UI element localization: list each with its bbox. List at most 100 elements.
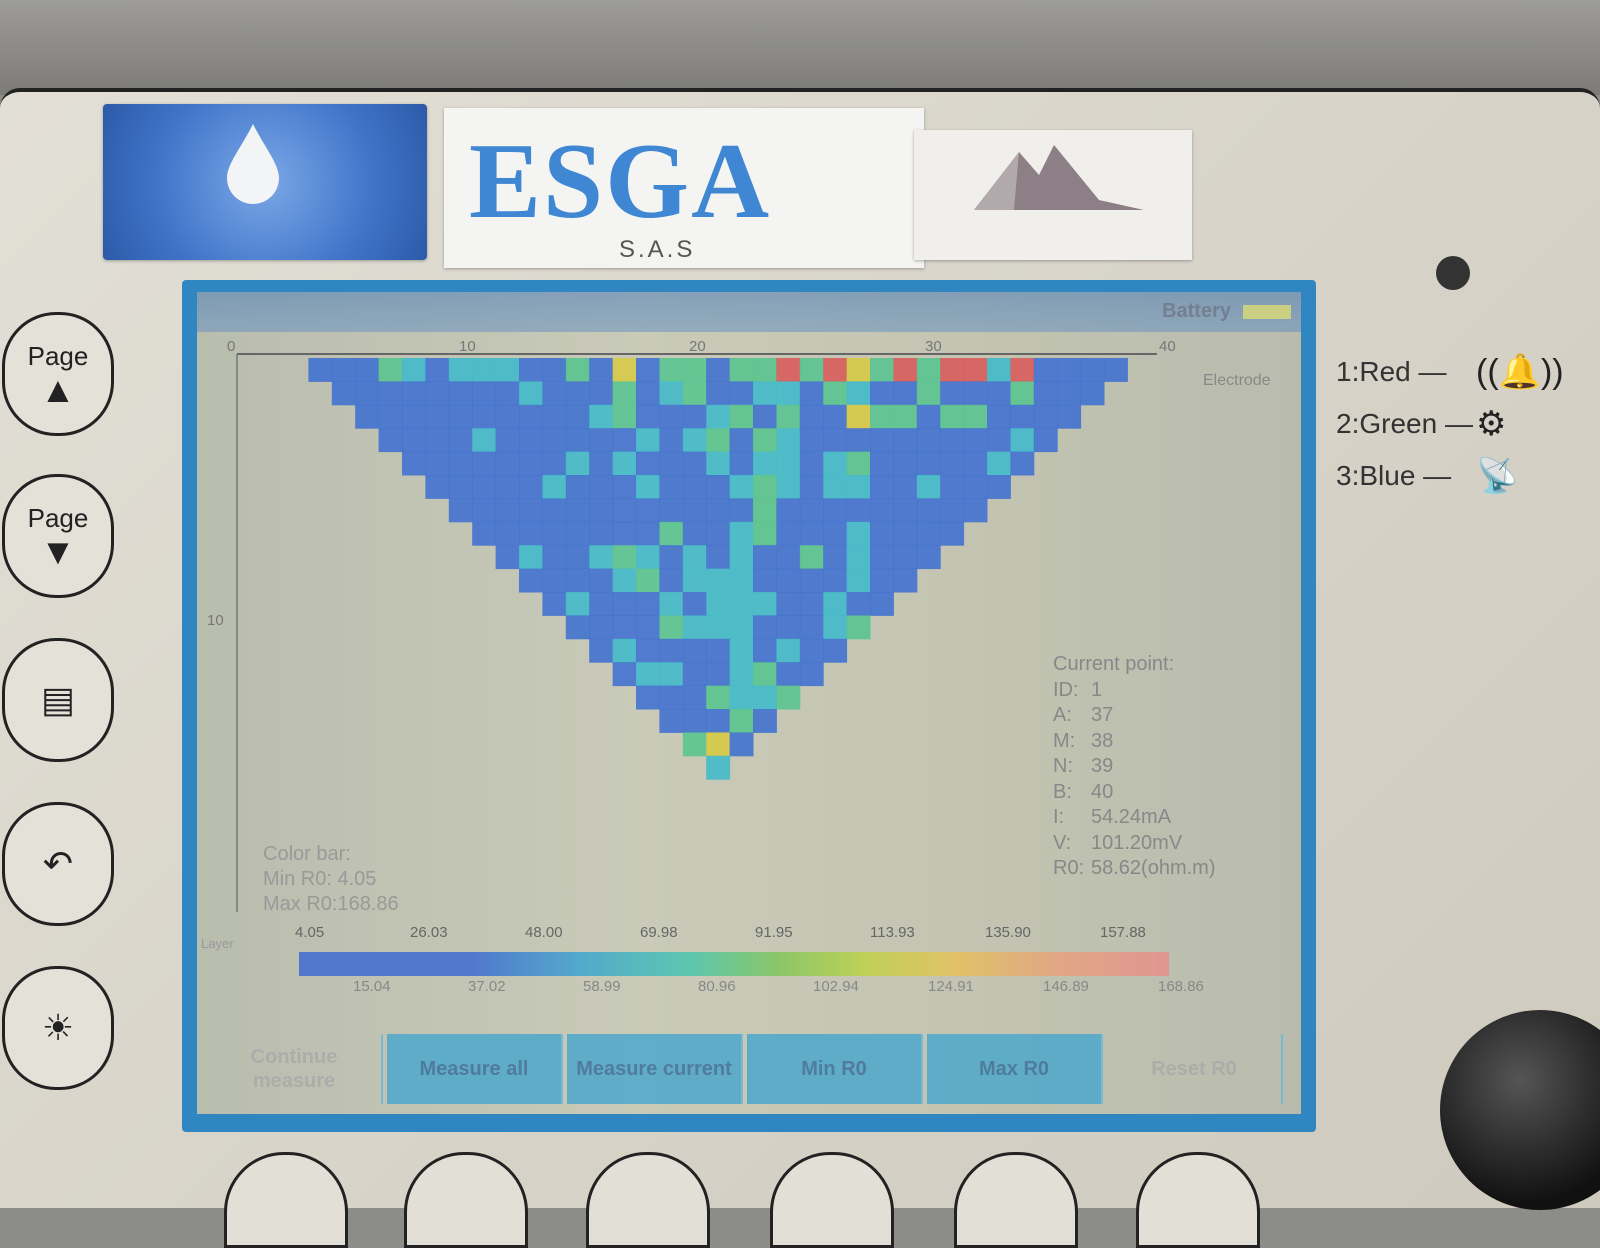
current-point-row: N: 39 bbox=[1053, 754, 1216, 780]
pseudosection-cell bbox=[799, 404, 824, 429]
pseudosection-cell bbox=[425, 451, 450, 476]
pseudosection-cell bbox=[589, 615, 614, 640]
current-point-value: 58.62(ohm.m) bbox=[1091, 857, 1216, 879]
pseudosection-cell bbox=[378, 428, 403, 453]
pseudosection-cell bbox=[542, 498, 567, 523]
pseudosection-cell bbox=[776, 592, 801, 616]
measure-all-button[interactable]: Measure all bbox=[387, 1034, 563, 1104]
pseudosection-cell bbox=[565, 475, 590, 499]
pseudosection-cell bbox=[565, 381, 590, 406]
pseudosection-cell bbox=[425, 475, 450, 499]
pseudosection-cell bbox=[589, 475, 614, 499]
continue-measure-button[interactable]: Continue measure bbox=[207, 1034, 383, 1104]
measure-current-button[interactable]: Measure current bbox=[567, 1034, 743, 1104]
current-point-row: M: 38 bbox=[1053, 729, 1216, 755]
pseudosection-cell bbox=[963, 428, 988, 453]
pseudosection-cell bbox=[729, 685, 754, 710]
pseudosection-cell bbox=[987, 475, 1011, 499]
pseudosection-cell bbox=[589, 638, 614, 663]
max-r0-button[interactable]: Max R0 bbox=[927, 1034, 1103, 1104]
pseudosection-cell bbox=[495, 498, 520, 523]
pseudosection-cell bbox=[706, 451, 731, 476]
pseudosection-cell bbox=[565, 521, 590, 546]
satellite-icon: 📡 bbox=[1476, 457, 1519, 495]
current-point-value: 101.20mV bbox=[1091, 831, 1183, 854]
x-tick-label: 30 bbox=[925, 338, 942, 355]
current-point-value: 1 bbox=[1091, 678, 1103, 701]
pseudosection-cell bbox=[729, 404, 754, 429]
pseudosection-cell bbox=[636, 685, 660, 710]
pseudosection-cell bbox=[729, 732, 754, 757]
pseudosection-cell bbox=[799, 545, 824, 570]
pseudosection-cell bbox=[495, 404, 520, 429]
pseudosection-cell bbox=[636, 428, 660, 453]
company-logo-sticker bbox=[103, 104, 427, 260]
pseudosection-cell bbox=[776, 404, 801, 429]
brand-subtitle: S.A.S bbox=[619, 236, 696, 263]
pseudosection-cell bbox=[612, 638, 637, 663]
menu-icon: ▤ bbox=[40, 679, 75, 720]
pseudosection-cell bbox=[682, 615, 707, 640]
pseudosection-cell bbox=[659, 358, 684, 382]
pseudosection-cell bbox=[472, 475, 497, 499]
back-icon: ↶ bbox=[42, 843, 74, 884]
pseudosection-cell bbox=[963, 475, 988, 499]
mountain-icon bbox=[974, 145, 1144, 210]
pseudosection-cell bbox=[542, 475, 567, 499]
pseudosection-cell bbox=[753, 568, 777, 593]
min-r0-button[interactable]: Min R0 bbox=[747, 1034, 923, 1104]
pseudosection-cell bbox=[729, 615, 754, 640]
color-tick-top: 48.00 bbox=[525, 924, 563, 941]
back-button[interactable]: ↶ bbox=[2, 802, 114, 926]
pseudosection-cell bbox=[753, 428, 777, 453]
current-point-value: 54.24mA bbox=[1091, 806, 1172, 828]
pseudosection-cell bbox=[846, 568, 871, 593]
current-point-panel: Current point: ID: 1 A: 37 M: 38 N: 39 B: 40 I: 54.… bbox=[1053, 652, 1216, 882]
led-legend-item: 1:Red — ((🔔)) bbox=[1336, 353, 1564, 391]
pseudosection-cell bbox=[916, 498, 941, 523]
pseudosection-cell bbox=[729, 638, 754, 663]
x-tick-label: 10 bbox=[459, 338, 476, 355]
pseudosection-cell bbox=[448, 498, 473, 523]
pseudosection-cell bbox=[519, 475, 543, 499]
pseudosection-cell bbox=[682, 545, 707, 570]
pseudosection-cell bbox=[823, 592, 848, 616]
pseudosection-cell bbox=[893, 498, 918, 523]
current-point-row: I: 54.24mA bbox=[1053, 805, 1216, 831]
reset-r0-button[interactable]: Reset R0 bbox=[1107, 1034, 1283, 1104]
rotary-knob[interactable] bbox=[1440, 1010, 1600, 1210]
pseudosection-cell bbox=[1104, 358, 1128, 382]
menu-button[interactable]: ▤ bbox=[2, 638, 114, 762]
page-down-button[interactable]: Page ▼ bbox=[2, 474, 114, 598]
pseudosection-cell bbox=[542, 592, 567, 616]
brightness-button[interactable]: ☀ bbox=[2, 966, 114, 1090]
pseudosection-cell bbox=[682, 709, 707, 733]
pseudosection-cell bbox=[729, 592, 754, 616]
battery-icon bbox=[1243, 305, 1291, 319]
pseudosection-cell bbox=[355, 358, 380, 382]
current-point-key: R0: bbox=[1053, 857, 1085, 879]
color-tick-bottom: 58.99 bbox=[583, 978, 621, 995]
pseudosection-cell bbox=[636, 568, 660, 593]
pseudosection-cell bbox=[823, 428, 848, 453]
pseudosection-cell bbox=[1080, 381, 1105, 406]
pseudosection-cell bbox=[706, 358, 731, 382]
pseudosection-cell bbox=[519, 428, 543, 453]
pseudosection-cell bbox=[870, 358, 894, 382]
mountain-logo-sticker bbox=[914, 130, 1192, 260]
pseudosection-cell bbox=[870, 545, 894, 570]
pseudosection-cell bbox=[706, 545, 731, 570]
pseudosection-cell bbox=[472, 428, 497, 453]
pseudosection-cell bbox=[870, 381, 894, 406]
pseudosection-cell bbox=[963, 498, 988, 523]
pseudosection-cell bbox=[963, 358, 988, 382]
page-up-button[interactable]: Page ▲ bbox=[2, 312, 114, 436]
pseudosection-cell bbox=[1033, 358, 1058, 382]
pseudosection-cell bbox=[799, 592, 824, 616]
pseudosection-cell bbox=[753, 404, 777, 429]
pseudosection-cell bbox=[612, 358, 637, 382]
pseudosection-cell bbox=[495, 545, 520, 570]
pseudosection-cell bbox=[519, 498, 543, 523]
pseudosection-cell bbox=[636, 498, 660, 523]
pseudosection-cell bbox=[519, 404, 543, 429]
